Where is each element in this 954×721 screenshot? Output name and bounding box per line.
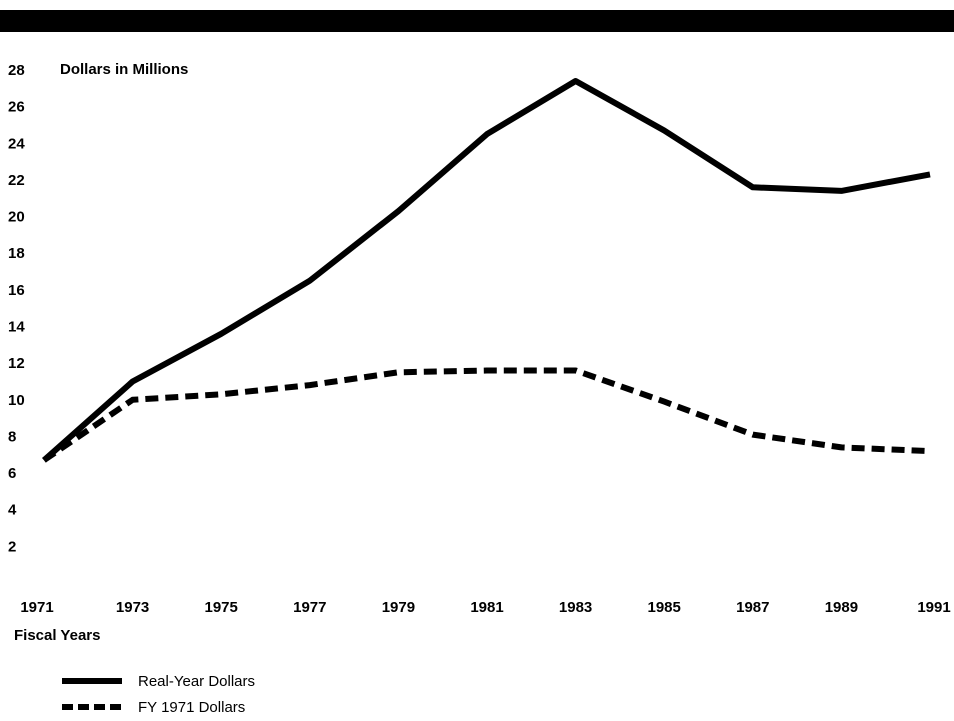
x-tick-label: 1983: [559, 599, 592, 616]
y-tick-label: 4: [8, 502, 17, 519]
y-tick-label: 18: [8, 245, 25, 262]
y-tick-label: 22: [8, 172, 25, 189]
x-axis-title: Fiscal Years: [14, 627, 100, 644]
x-tick-label: 1977: [293, 599, 326, 616]
y-tick-label: 8: [8, 428, 16, 445]
x-tick-label: 1971: [20, 599, 53, 616]
x-tick-label: 1985: [648, 599, 681, 616]
y-tick-label: 12: [8, 355, 25, 372]
y-tick-label: 14: [8, 319, 25, 336]
x-tick-label: 1973: [116, 599, 149, 616]
series-lines: [42, 78, 931, 463]
y-axis-title: Dollars in Millions: [60, 61, 188, 78]
x-tick-label: 1981: [470, 599, 503, 616]
x-tick-label: 1987: [736, 599, 769, 616]
y-tick-label: 16: [8, 282, 25, 299]
legend-label: FY 1971 Dollars: [138, 699, 245, 716]
x-tick-label: 1989: [825, 599, 858, 616]
y-tick-label: 2: [8, 538, 16, 555]
x-tick-label: 1991: [917, 599, 950, 616]
top-black-bar: [0, 10, 954, 32]
series-line-real-year-dollars: [42, 78, 931, 463]
x-tick-labels: 1971 1973 1975 1977 1979 1981 1983 1985 1987 1989…: [20, 599, 950, 616]
legend-label: Real-Year Dollars: [138, 673, 255, 690]
y-tick-label: 28: [8, 62, 25, 79]
legend: Real-Year Dollars FY 1971 Dollars: [62, 673, 255, 716]
y-tick-label: 26: [8, 99, 25, 116]
series-line-fy-1971-dollars: [42, 367, 931, 463]
y-tick-label: 20: [8, 209, 25, 226]
y-tick-label: 10: [8, 392, 25, 409]
y-tick-label: 24: [8, 135, 25, 152]
x-tick-label: 1979: [382, 599, 415, 616]
y-tick-label: 6: [8, 465, 16, 482]
x-tick-label: 1975: [205, 599, 238, 616]
